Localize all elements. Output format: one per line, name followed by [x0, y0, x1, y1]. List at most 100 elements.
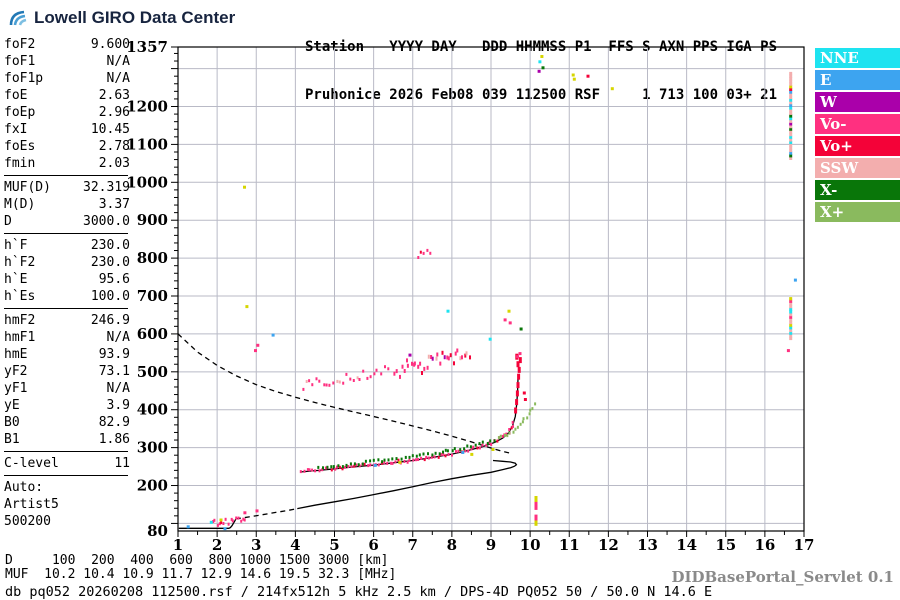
param-row-fof2: foF2 9.600: [4, 36, 130, 53]
f2-cusp-echo: [514, 407, 518, 414]
echo-spread-f-band-low: [328, 383, 331, 387]
param-row-yf1: yF1 N/A: [4, 380, 130, 397]
noise-column-dot: [789, 103, 793, 107]
x-axis-label: 15: [715, 536, 736, 554]
noise-column-dot: [789, 151, 793, 155]
param-label: yE: [4, 398, 20, 413]
x-axis-label: 13: [637, 536, 658, 554]
legend-item-vo: Vo+: [815, 136, 900, 156]
echo-spread-f-band-high: [426, 365, 429, 370]
stray-echo: [219, 518, 223, 522]
param-row-b1: B1 1.86: [4, 431, 130, 448]
echo-x-trace-echoes: [469, 445, 472, 449]
stray-echo: [461, 451, 465, 454]
echo-spread-f-band-low: [302, 387, 305, 391]
echo-x-trace-echoes: [364, 459, 367, 463]
param-label: h`F: [4, 238, 28, 253]
echo-x-trace-echoes: [418, 453, 421, 457]
y-axis-label: 300: [137, 439, 168, 457]
noise-column-dot: [789, 133, 793, 137]
echo-o-trace-echoes: [417, 458, 420, 461]
param-divider: [4, 175, 128, 176]
noise-column-dot: [789, 114, 793, 118]
echo-x-trace-echoes: [446, 449, 449, 453]
echo-o-trace-echoes: [447, 453, 450, 456]
echo-x-trace-echoes: [317, 465, 320, 469]
noise-column-dot: [789, 74, 793, 78]
echo-x-trace-echoes: [381, 460, 384, 464]
param-value: 95.6: [98, 272, 130, 287]
echo-o-trace-echoes: [478, 446, 481, 450]
echo-o-trace-echoes: [350, 464, 353, 468]
echo-x-trace-echoes: [369, 459, 372, 463]
noise-column-dot: [789, 77, 793, 81]
param-row-hf2: h`F2 230.0: [4, 254, 130, 271]
echo-o-trace-echoes: [444, 454, 447, 458]
x-axis-label: 16: [754, 536, 775, 554]
echo-o-trace-echoes: [511, 420, 514, 424]
param-value: 246.9: [90, 313, 130, 328]
echo-o-trace-echoes: [344, 465, 347, 469]
param-value: 2.78: [98, 139, 130, 154]
noise-column-dot: [789, 313, 793, 317]
echo-x-trace-echoes: [353, 462, 356, 466]
echo-spread-f-band-high: [465, 351, 468, 356]
stray-echo: [408, 353, 412, 357]
noise-column-dot: [789, 326, 793, 330]
stray-echo: [538, 60, 542, 64]
echo-o-trace-echoes: [437, 455, 440, 459]
param-value: 100.0: [90, 289, 130, 304]
noise-column-dot: [789, 307, 793, 311]
noise-column-dot: [789, 315, 793, 319]
stray-echo: [793, 278, 797, 282]
echo-spread-f-band-low: [356, 376, 359, 380]
echo-o-trace-echoes: [314, 469, 317, 473]
stray-echo: [540, 55, 544, 58]
param-value: 82.9: [98, 415, 130, 430]
echo-x-trace-echoes: [499, 434, 502, 438]
echo-spread-f-band-high: [395, 369, 398, 374]
noise-column-dot: [789, 101, 793, 105]
giro-logo[interactable]: Lowell GIRO Data Center: [8, 6, 235, 30]
echo-o-trace-echoes: [470, 447, 473, 451]
muf-values-row: MUF 10.2 10.4 10.9 11.7 12.9 14.6 19.5 3…: [5, 567, 397, 582]
echo-x-trace-echoes: [408, 455, 411, 459]
stray-echo: [398, 460, 402, 464]
param-value: 2.63: [98, 88, 130, 103]
echo-o-trace-echoes: [472, 445, 475, 449]
echo-spread-f-band-high: [461, 355, 463, 360]
param-label: foF2: [4, 37, 36, 52]
echo-es-trace-echoes: [213, 518, 216, 522]
echo-es-trace-echoes: [224, 517, 227, 521]
y-axis-label: 1200: [126, 98, 168, 116]
echo-es-trace-echoes: [235, 516, 238, 520]
echo-x-trace-echoes: [357, 463, 360, 467]
echo-spread-f-band-low: [342, 381, 345, 385]
echo-spread-f-band-high: [439, 361, 442, 366]
echo-spread-f-band-low: [373, 372, 376, 376]
echo-x-trace-echoes: [341, 465, 344, 469]
echo-x-trace-echoes: [521, 420, 524, 424]
echo-spread-f-band-high: [399, 374, 401, 379]
x-axis-label: 4: [290, 536, 300, 554]
echo-x-trace-echoes: [463, 447, 466, 451]
x-axis-label: 17: [794, 536, 815, 554]
stray-echo: [508, 321, 512, 325]
echo-second-hop-cluster: [429, 251, 432, 255]
echo-spread-f-band-high: [441, 350, 444, 355]
echo-spread-f-band-high: [454, 351, 457, 356]
noise-column-dot: [789, 98, 793, 102]
echo-x-trace-echoes: [404, 455, 407, 459]
echo-spread-f-band-low: [362, 369, 365, 373]
station-header-line2: Pruhonice 2026 Feb08 039 112500 RSF 1 71…: [305, 87, 778, 103]
noise-column-dot: [534, 514, 538, 518]
noise-column-dot: [789, 156, 793, 160]
echo-x-trace-echoes: [478, 442, 481, 446]
echo-o-trace-echoes: [318, 469, 321, 473]
station-header-line1: Station YYYY DAY DDD HHMMSS P1 FFS S AXN…: [305, 39, 778, 55]
echo-spread-f-band-low: [315, 377, 318, 381]
echo-x-trace-echoes: [422, 452, 425, 456]
echo-o-trace-echoes: [464, 449, 467, 453]
echo-spread-f-band-low: [380, 372, 383, 376]
